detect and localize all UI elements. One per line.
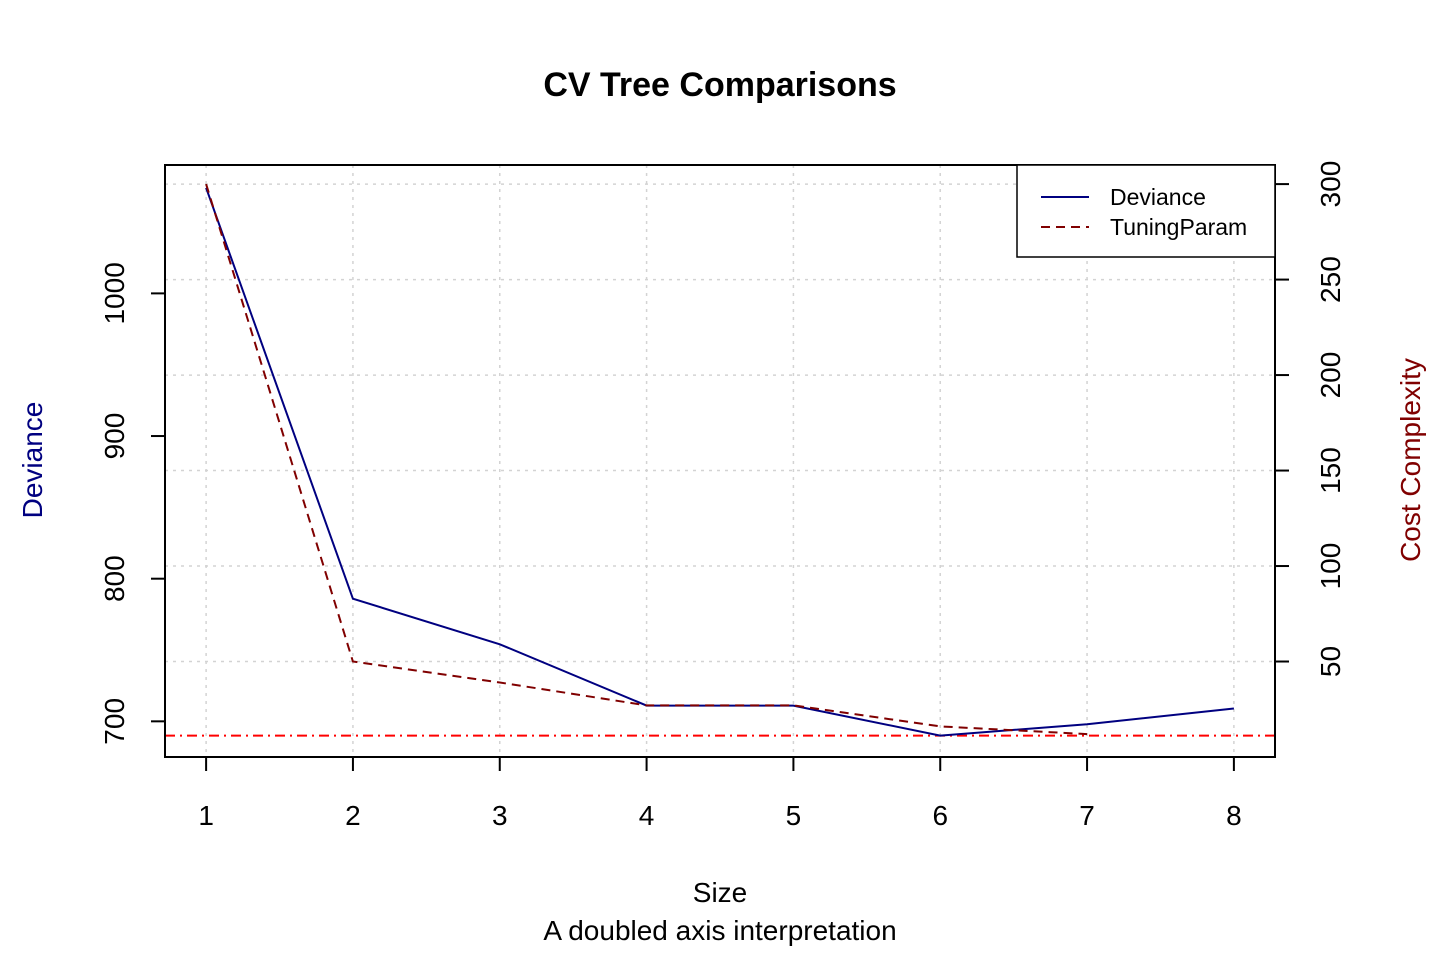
x-tick-label: 1	[198, 800, 214, 831]
chart-subtitle: A doubled axis interpretation	[543, 915, 896, 946]
legend-box	[1016, 164, 1276, 258]
right-y-tick-label: 100	[1315, 543, 1346, 590]
left-y-axis-label: Deviance	[17, 402, 48, 519]
x-tick-label: 6	[932, 800, 948, 831]
x-tick-label: 4	[639, 800, 655, 831]
right-y-tick-label: 250	[1315, 256, 1346, 303]
legend-label-deviance: Deviance	[1110, 184, 1206, 210]
chart-title: CV Tree Comparisons	[543, 66, 896, 104]
legend-label-tuningparam: TuningParam	[1110, 214, 1247, 240]
plot-frame	[164, 164, 1276, 758]
right-y-tick-label: 200	[1315, 352, 1346, 399]
x-tick-label: 5	[786, 800, 802, 831]
right-y-tick-label: 150	[1315, 447, 1346, 494]
right-y-tick-label: 300	[1315, 161, 1346, 208]
left-y-tick-label: 700	[99, 698, 130, 745]
grid-lines	[165, 165, 1275, 757]
x-tick-label: 2	[345, 800, 361, 831]
x-axis-label: Size	[693, 877, 747, 908]
series-line-tuningparam	[205, 183, 1088, 736]
left-y-tick-label: 1000	[99, 262, 130, 324]
series-layer	[205, 183, 1235, 737]
right-y-axis-label: Cost Complexity	[1395, 358, 1426, 562]
x-tick-label: 7	[1079, 800, 1095, 831]
series-line-deviance	[205, 187, 1235, 737]
legend: Deviance TuningParam	[1016, 164, 1276, 258]
left-y-tick-label: 800	[99, 555, 130, 602]
axes-layer: 1 2 3 4 5 6 7 8 700 800 900 1000 50 100 150 200 250 300	[99, 161, 1346, 831]
x-tick-label: 3	[492, 800, 508, 831]
x-tick-label: 8	[1226, 800, 1242, 831]
left-y-tick-label: 900	[99, 413, 130, 460]
right-y-tick-label: 50	[1315, 646, 1346, 677]
